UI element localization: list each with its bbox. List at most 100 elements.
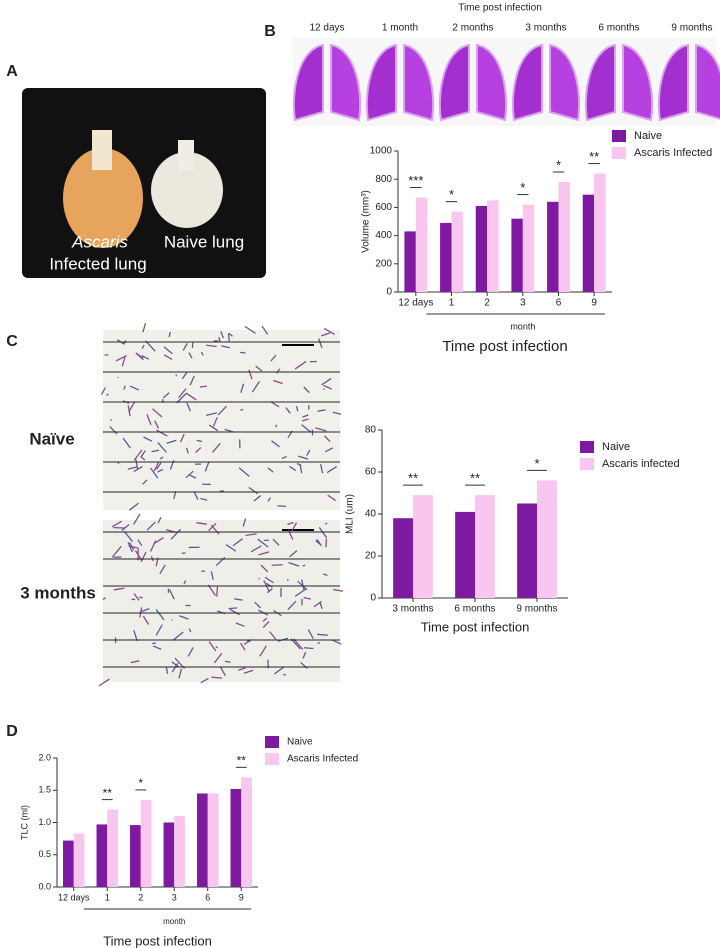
bar <box>537 480 557 598</box>
tissue <box>240 408 244 411</box>
sig-stars: * <box>449 187 454 202</box>
tissue <box>321 332 331 337</box>
legend-swatch <box>265 753 279 765</box>
tissue <box>262 617 268 622</box>
tissue <box>244 325 256 334</box>
tissue <box>332 588 344 592</box>
lung-shape <box>476 43 508 122</box>
y-tick-label: 800 <box>375 174 392 185</box>
tissue <box>269 631 277 640</box>
tissue <box>324 522 328 525</box>
tissue <box>133 449 143 461</box>
tissue <box>153 537 164 545</box>
tissue <box>217 405 227 416</box>
tissue <box>275 424 278 428</box>
legend-swatch <box>265 736 279 748</box>
legend-label: Ascaris Infected <box>634 147 712 159</box>
tissue <box>316 538 322 547</box>
y-tick-label: 0.5 <box>38 849 51 859</box>
tissue <box>318 526 328 539</box>
sig-stars: ** <box>103 786 113 800</box>
tissue <box>317 633 328 636</box>
bar <box>140 799 152 887</box>
tissue <box>188 628 192 633</box>
tissue <box>187 647 194 657</box>
sig-stars: ** <box>589 149 599 164</box>
lung-shape <box>365 43 397 122</box>
tissue <box>271 440 280 448</box>
tissue <box>189 375 195 386</box>
sig-stars: * <box>138 776 143 790</box>
tissue <box>228 332 233 337</box>
tissue <box>212 442 221 453</box>
tissue <box>274 666 284 675</box>
tissue <box>185 392 197 401</box>
bar <box>63 840 74 887</box>
tissue <box>264 576 274 584</box>
tissue <box>102 597 107 601</box>
tissue <box>140 608 150 613</box>
tissue <box>188 474 197 479</box>
tissue <box>289 465 297 472</box>
bar <box>455 511 475 598</box>
tissue <box>142 479 148 485</box>
tissue <box>294 360 307 370</box>
tissue <box>140 551 147 563</box>
tissue <box>159 564 166 575</box>
tissue <box>323 327 335 336</box>
y-tick-label: 1.5 <box>38 785 51 795</box>
tissue <box>307 629 314 639</box>
tissue <box>195 447 202 454</box>
lung-shape <box>511 43 543 122</box>
y-tick-label: 1000 <box>370 146 393 157</box>
bar <box>415 197 428 292</box>
tissue <box>213 652 223 664</box>
tissue <box>267 497 271 502</box>
tissue <box>277 505 287 508</box>
tissue <box>259 645 267 657</box>
tissue <box>295 405 299 412</box>
lung-shape <box>549 43 581 122</box>
lung-time: 9 months <box>671 23 712 34</box>
tissue <box>324 447 334 453</box>
tissue <box>326 466 337 474</box>
bar <box>393 518 413 598</box>
x-tick-label: 6 <box>556 298 562 309</box>
tissue <box>135 352 144 361</box>
tissue <box>260 564 269 573</box>
lung-shape <box>584 43 616 122</box>
y-axis-label: Volume (mm³) <box>361 190 372 253</box>
tissue <box>100 387 106 396</box>
x-tick-label: 12 days <box>398 298 433 309</box>
tissue <box>109 418 113 422</box>
tissue <box>266 587 273 594</box>
tissue <box>141 344 145 349</box>
legend-swatch <box>612 147 626 159</box>
tissue <box>113 587 125 591</box>
x-tick-label: 9 months <box>516 604 557 615</box>
tissue <box>176 393 187 404</box>
tissue <box>302 414 309 418</box>
legend-swatch <box>612 130 626 142</box>
tissue <box>240 642 246 651</box>
tissue <box>146 521 156 531</box>
histology-images <box>98 322 344 687</box>
legend-label: Ascaris infected <box>602 458 680 470</box>
y-tick-label: 60 <box>365 467 377 478</box>
tissue <box>262 621 270 628</box>
tissue <box>255 365 263 372</box>
tissue <box>267 467 274 473</box>
tissue <box>129 542 135 551</box>
tissue <box>155 624 163 636</box>
tissue <box>215 646 218 649</box>
tissue <box>301 418 309 422</box>
tissue <box>211 676 223 679</box>
tissue <box>303 647 314 650</box>
bar <box>174 816 185 887</box>
y-tick-label: 0.0 <box>38 881 51 891</box>
tissue <box>220 331 224 339</box>
tissue <box>183 580 187 585</box>
tissue <box>121 356 126 367</box>
photo-label: Ascaris <box>71 232 128 251</box>
tissue <box>157 442 167 453</box>
